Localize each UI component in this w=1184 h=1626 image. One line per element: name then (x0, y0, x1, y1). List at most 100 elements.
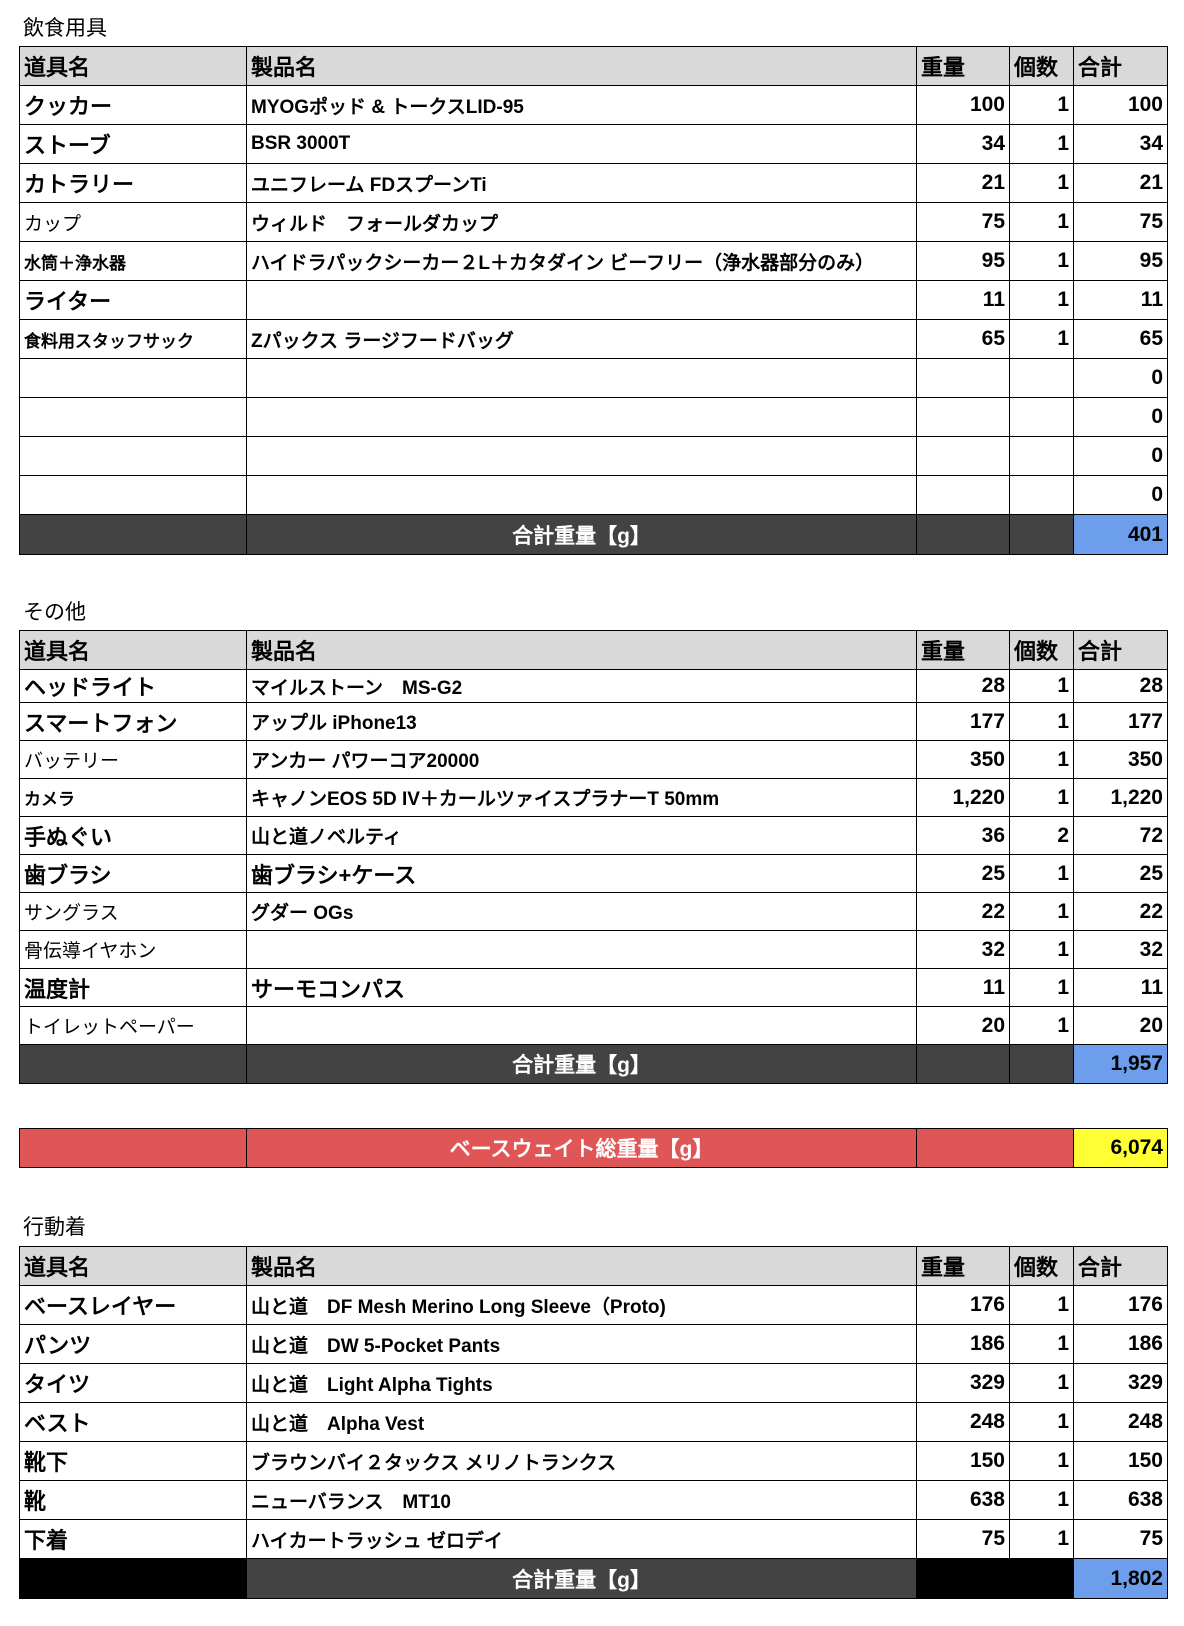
item-name-cell[interactable]: トイレットペーパー (19, 1006, 247, 1045)
quantity-cell[interactable]: 1 (1009, 163, 1074, 203)
product-name-cell[interactable] (246, 1006, 917, 1045)
quantity-cell[interactable] (1009, 475, 1074, 515)
quantity-cell[interactable]: 1 (1009, 1285, 1074, 1325)
weight-cell[interactable]: 65 (916, 319, 1010, 359)
product-name-cell[interactable]: ニューバランス MT10 (246, 1480, 917, 1520)
product-name-cell[interactable] (246, 475, 917, 515)
product-name-cell[interactable]: Zパックス ラージフードバッグ (246, 319, 917, 359)
quantity-cell[interactable]: 1 (1009, 85, 1074, 125)
item-name-cell[interactable]: 靴下 (19, 1441, 247, 1481)
weight-cell[interactable]: 28 (916, 669, 1010, 703)
weight-cell[interactable]: 177 (916, 702, 1010, 741)
product-name-cell[interactable]: ブラウンバイ２タックス メリノトランクス (246, 1441, 917, 1481)
quantity-cell[interactable] (1009, 358, 1074, 398)
weight-cell[interactable]: 20 (916, 1006, 1010, 1045)
weight-cell[interactable]: 248 (916, 1402, 1010, 1442)
product-name-cell[interactable]: キャノンEOS 5D IV＋カールツァイスプラナーT 50mm (246, 778, 917, 817)
quantity-cell[interactable]: 1 (1009, 968, 1074, 1007)
quantity-cell[interactable]: 1 (1009, 1441, 1074, 1481)
weight-cell[interactable]: 176 (916, 1285, 1010, 1325)
weight-cell[interactable]: 11 (916, 280, 1010, 320)
weight-cell[interactable]: 638 (916, 1480, 1010, 1520)
quantity-cell[interactable]: 1 (1009, 892, 1074, 931)
weight-cell[interactable] (916, 397, 1010, 437)
item-name-cell[interactable]: 靴 (19, 1480, 247, 1520)
item-name-cell[interactable]: バッテリー (19, 740, 247, 779)
product-name-cell[interactable] (246, 436, 917, 476)
item-name-cell[interactable]: 下着 (19, 1519, 247, 1559)
product-name-cell[interactable]: グダー OGs (246, 892, 917, 931)
item-name-cell[interactable]: 手ぬぐい (19, 816, 247, 855)
item-name-cell[interactable]: サングラス (19, 892, 247, 931)
weight-cell[interactable] (916, 358, 1010, 398)
quantity-cell[interactable]: 1 (1009, 669, 1074, 703)
item-name-cell[interactable]: 歯ブラシ (19, 854, 247, 893)
product-name-cell[interactable]: アンカー パワーコア20000 (246, 740, 917, 779)
item-name-cell[interactable]: カトラリー (19, 163, 247, 203)
product-name-cell[interactable]: 山と道 DF Mesh Merino Long Sleeve（Proto) (246, 1285, 917, 1325)
quantity-cell[interactable]: 1 (1009, 854, 1074, 893)
weight-cell[interactable]: 95 (916, 241, 1010, 281)
weight-cell[interactable] (916, 475, 1010, 515)
quantity-cell[interactable]: 1 (1009, 1363, 1074, 1403)
product-name-cell[interactable]: アップル iPhone13 (246, 702, 917, 741)
item-name-cell[interactable]: カップ (19, 202, 247, 242)
weight-cell[interactable] (916, 436, 1010, 476)
quantity-cell[interactable]: 1 (1009, 1519, 1074, 1559)
product-name-cell[interactable]: ハイカートラッシュ ゼロデイ (246, 1519, 917, 1559)
item-name-cell[interactable]: ライター (19, 280, 247, 320)
item-name-cell[interactable]: 水筒＋浄水器 (19, 241, 247, 281)
weight-cell[interactable]: 100 (916, 85, 1010, 125)
product-name-cell[interactable]: サーモコンパス (246, 968, 917, 1007)
weight-cell[interactable]: 34 (916, 124, 1010, 164)
weight-cell[interactable]: 1,220 (916, 778, 1010, 817)
product-name-cell[interactable]: ウィルド フォールダカップ (246, 202, 917, 242)
quantity-cell[interactable]: 1 (1009, 702, 1074, 741)
quantity-cell[interactable] (1009, 436, 1074, 476)
quantity-cell[interactable]: 1 (1009, 1324, 1074, 1364)
weight-cell[interactable]: 75 (916, 1519, 1010, 1559)
product-name-cell[interactable]: 山と道 Alpha Vest (246, 1402, 917, 1442)
item-name-cell[interactable] (19, 397, 247, 437)
quantity-cell[interactable]: 1 (1009, 740, 1074, 779)
weight-cell[interactable]: 36 (916, 816, 1010, 855)
quantity-cell[interactable]: 1 (1009, 930, 1074, 969)
quantity-cell[interactable]: 1 (1009, 319, 1074, 359)
weight-cell[interactable]: 32 (916, 930, 1010, 969)
product-name-cell[interactable] (246, 930, 917, 969)
product-name-cell[interactable]: ユニフレーム FDスプーンTi (246, 163, 917, 203)
quantity-cell[interactable]: 2 (1009, 816, 1074, 855)
product-name-cell[interactable]: ハイドラパックシーカー２L＋カタダイン ビーフリー（浄水器部分のみ） (246, 241, 917, 281)
weight-cell[interactable]: 150 (916, 1441, 1010, 1481)
product-name-cell[interactable]: マイルストーン MS-G2 (246, 669, 917, 703)
quantity-cell[interactable] (1009, 397, 1074, 437)
product-name-cell[interactable]: 山と道ノベルティ (246, 816, 917, 855)
item-name-cell[interactable]: スマートフォン (19, 702, 247, 741)
product-name-cell[interactable] (246, 358, 917, 398)
weight-cell[interactable]: 75 (916, 202, 1010, 242)
weight-cell[interactable]: 25 (916, 854, 1010, 893)
weight-cell[interactable]: 21 (916, 163, 1010, 203)
weight-cell[interactable]: 11 (916, 968, 1010, 1007)
item-name-cell[interactable]: カメラ (19, 778, 247, 817)
weight-cell[interactable]: 22 (916, 892, 1010, 931)
item-name-cell[interactable]: タイツ (19, 1363, 247, 1403)
quantity-cell[interactable]: 1 (1009, 280, 1074, 320)
weight-cell[interactable]: 350 (916, 740, 1010, 779)
product-name-cell[interactable]: BSR 3000T (246, 124, 917, 164)
quantity-cell[interactable]: 1 (1009, 241, 1074, 281)
item-name-cell[interactable]: ベスト (19, 1402, 247, 1442)
quantity-cell[interactable]: 1 (1009, 124, 1074, 164)
product-name-cell[interactable] (246, 280, 917, 320)
quantity-cell[interactable]: 1 (1009, 202, 1074, 242)
item-name-cell[interactable] (19, 358, 247, 398)
product-name-cell[interactable]: 歯ブラシ+ケース (246, 854, 917, 893)
product-name-cell[interactable] (246, 397, 917, 437)
weight-cell[interactable]: 186 (916, 1324, 1010, 1364)
item-name-cell[interactable]: 温度計 (19, 968, 247, 1007)
item-name-cell[interactable]: ベースレイヤー (19, 1285, 247, 1325)
item-name-cell[interactable]: ヘッドライト (19, 669, 247, 703)
item-name-cell[interactable]: パンツ (19, 1324, 247, 1364)
weight-cell[interactable]: 329 (916, 1363, 1010, 1403)
item-name-cell[interactable] (19, 475, 247, 515)
